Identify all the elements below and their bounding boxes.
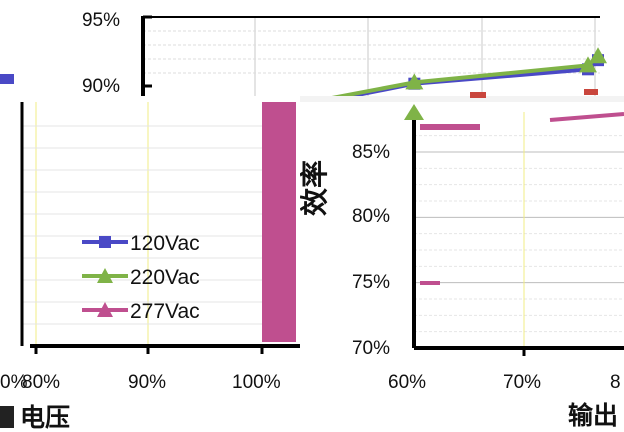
triangle-marker-icon bbox=[97, 268, 113, 283]
pink-vertical-bar bbox=[262, 102, 296, 342]
green-triangle-marker bbox=[404, 104, 424, 120]
data-point bbox=[405, 73, 424, 90]
legend-label: 220Vac bbox=[130, 266, 200, 289]
x-tick-label-70: 70% bbox=[503, 372, 541, 393]
legend: 120Vac 220Vac 277Vac bbox=[82, 232, 200, 323]
legend-item-277vac: 277Vac bbox=[82, 300, 200, 323]
x-tick-label-100: 100% bbox=[232, 372, 281, 393]
x-tick-label-80: 80% bbox=[22, 372, 60, 393]
torn-red-mark-2 bbox=[584, 89, 598, 95]
upper-y-tick-label-90: 90% bbox=[82, 76, 120, 97]
y-axis-title: 效率 bbox=[300, 160, 330, 216]
x-tick-label-cut: 8 bbox=[610, 372, 621, 393]
torn-red-mark bbox=[470, 92, 486, 98]
left-chart-panel: 120Vac 220Vac 277Vac 0% 80% 90% 100% 电压 bbox=[0, 96, 300, 432]
x-axis-title-fragment: 输出 bbox=[568, 401, 618, 430]
x-tick-label-90: 90% bbox=[128, 372, 166, 393]
legend-item-220vac: 220Vac bbox=[82, 266, 200, 289]
y-tick-label-80: 80% bbox=[352, 206, 390, 227]
right-chart-panel: 85% 80% 75% 70% 60% 70% 8 效率 输出 bbox=[300, 102, 624, 432]
upper-series-group bbox=[299, 47, 607, 102]
x-tick-label-60: 60% bbox=[388, 372, 426, 393]
x-axis-title-fragment: 电压 bbox=[20, 404, 70, 432]
y-tick-label-75: 75% bbox=[352, 272, 390, 293]
square-marker-icon bbox=[99, 236, 111, 248]
right-grid bbox=[414, 112, 624, 349]
data-point bbox=[589, 47, 607, 64]
legend-item-120vac: 120Vac bbox=[82, 232, 200, 255]
triangle-marker-icon bbox=[97, 302, 113, 317]
upper-chart-panel: 95% 90% bbox=[0, 0, 624, 102]
upper-y-tick-label-95: 95% bbox=[82, 10, 120, 31]
series-line bbox=[299, 54, 600, 102]
legend-label: 277Vac bbox=[130, 300, 200, 323]
legend-label: 120Vac bbox=[130, 232, 200, 255]
left-grid bbox=[20, 102, 262, 346]
cut-glyph bbox=[0, 406, 14, 428]
torn-pink-strip bbox=[420, 124, 480, 130]
torn-pink-line bbox=[549, 112, 624, 122]
torn-edge bbox=[0, 96, 624, 102]
y-tick-label-85: 85% bbox=[352, 142, 390, 163]
y-tick-label-70: 70% bbox=[352, 338, 390, 359]
right-chart-svg: 85% 80% 75% 70% 60% 70% 8 效率 输出 bbox=[300, 104, 624, 430]
cut-marker bbox=[0, 74, 14, 84]
x-tick-label-cut: 0% bbox=[0, 372, 28, 393]
data-point bbox=[579, 56, 598, 73]
left-chart-svg: 120Vac 220Vac 277Vac 0% 80% 90% 100% 电压 bbox=[0, 102, 300, 432]
upper-chart-svg: 95% 90% bbox=[0, 10, 624, 102]
